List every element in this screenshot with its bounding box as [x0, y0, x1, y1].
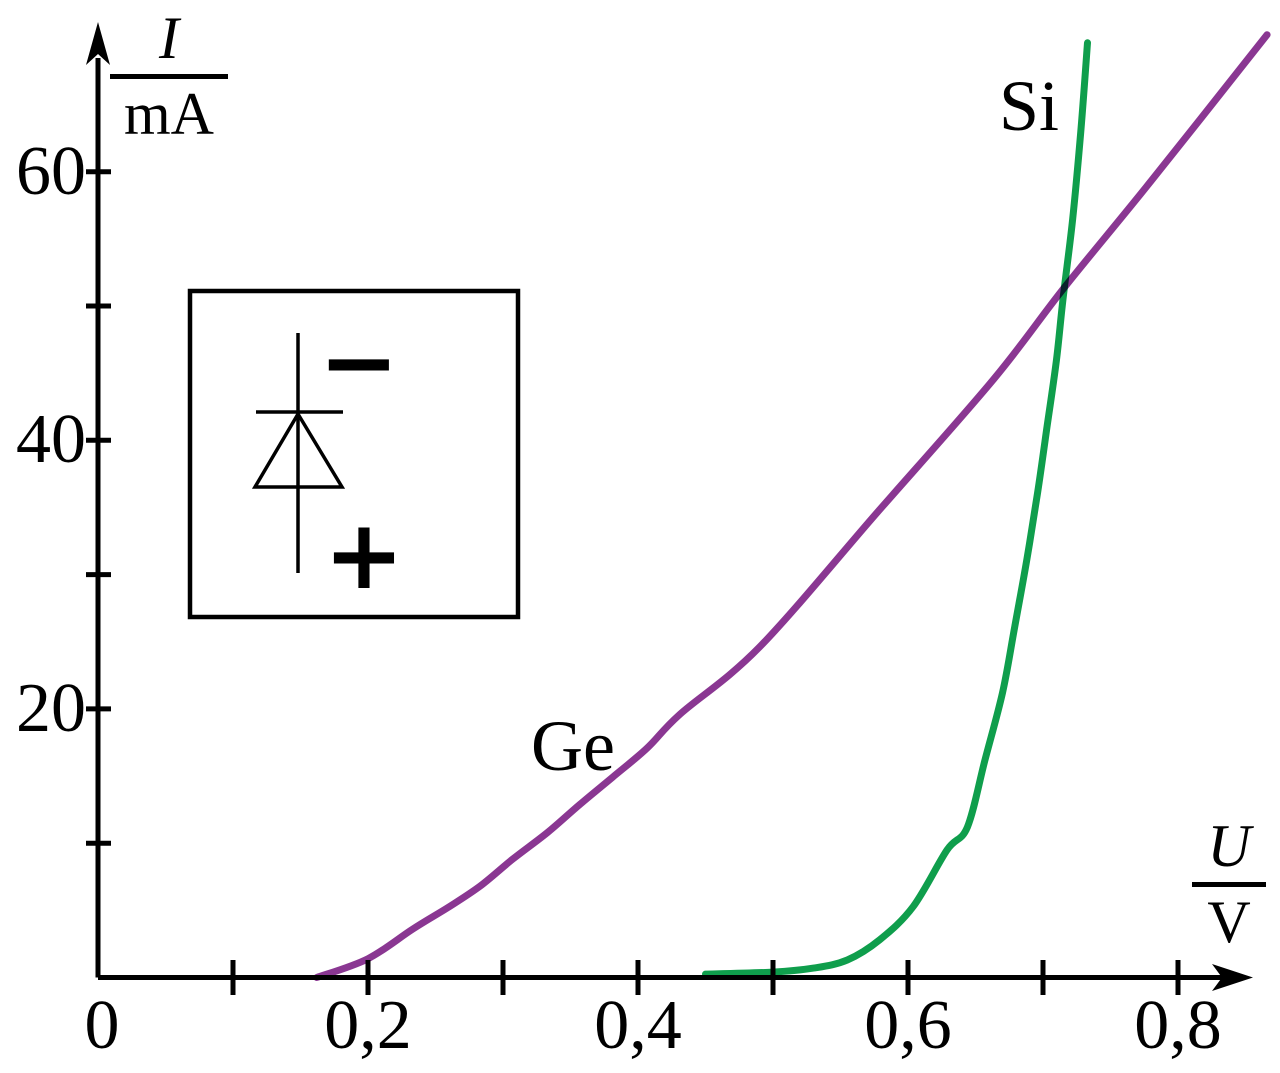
x-axis-quantity-symbol: U	[1192, 812, 1266, 887]
plus-label: +	[323, 499, 405, 611]
si-curve-label: Si	[998, 66, 1060, 146]
minus-label: −	[318, 306, 400, 418]
ge-curve-label: Ge	[531, 706, 615, 786]
origin-tick-label: 0	[84, 987, 120, 1064]
x-tick-label: 0,6	[864, 987, 952, 1064]
diode-triangle	[251, 410, 346, 489]
x-axis-arrowhead-icon	[1212, 964, 1253, 991]
ge-curve	[313, 31, 1271, 981]
y-tick-label: 20	[16, 669, 86, 747]
y-tick-label: 60	[16, 132, 86, 210]
x-tick-label: 0,4	[594, 987, 682, 1064]
y-axis-arrowhead-icon	[86, 22, 110, 65]
x-tick-label: 0,2	[324, 987, 412, 1064]
inset-box	[187, 288, 521, 620]
x-axis-unit-label: U V	[1192, 812, 1266, 955]
si-curve	[702, 39, 1091, 978]
y-axis-unit-symbol: mA	[124, 81, 214, 147]
x-tick-label: 0,8	[1134, 987, 1222, 1064]
y-axis-quantity-symbol: I	[110, 4, 228, 79]
y-tick-label: 40	[16, 401, 86, 479]
x-axis-unit-symbol: V	[1207, 889, 1251, 955]
y-axis-unit-label: I mA	[110, 4, 228, 147]
